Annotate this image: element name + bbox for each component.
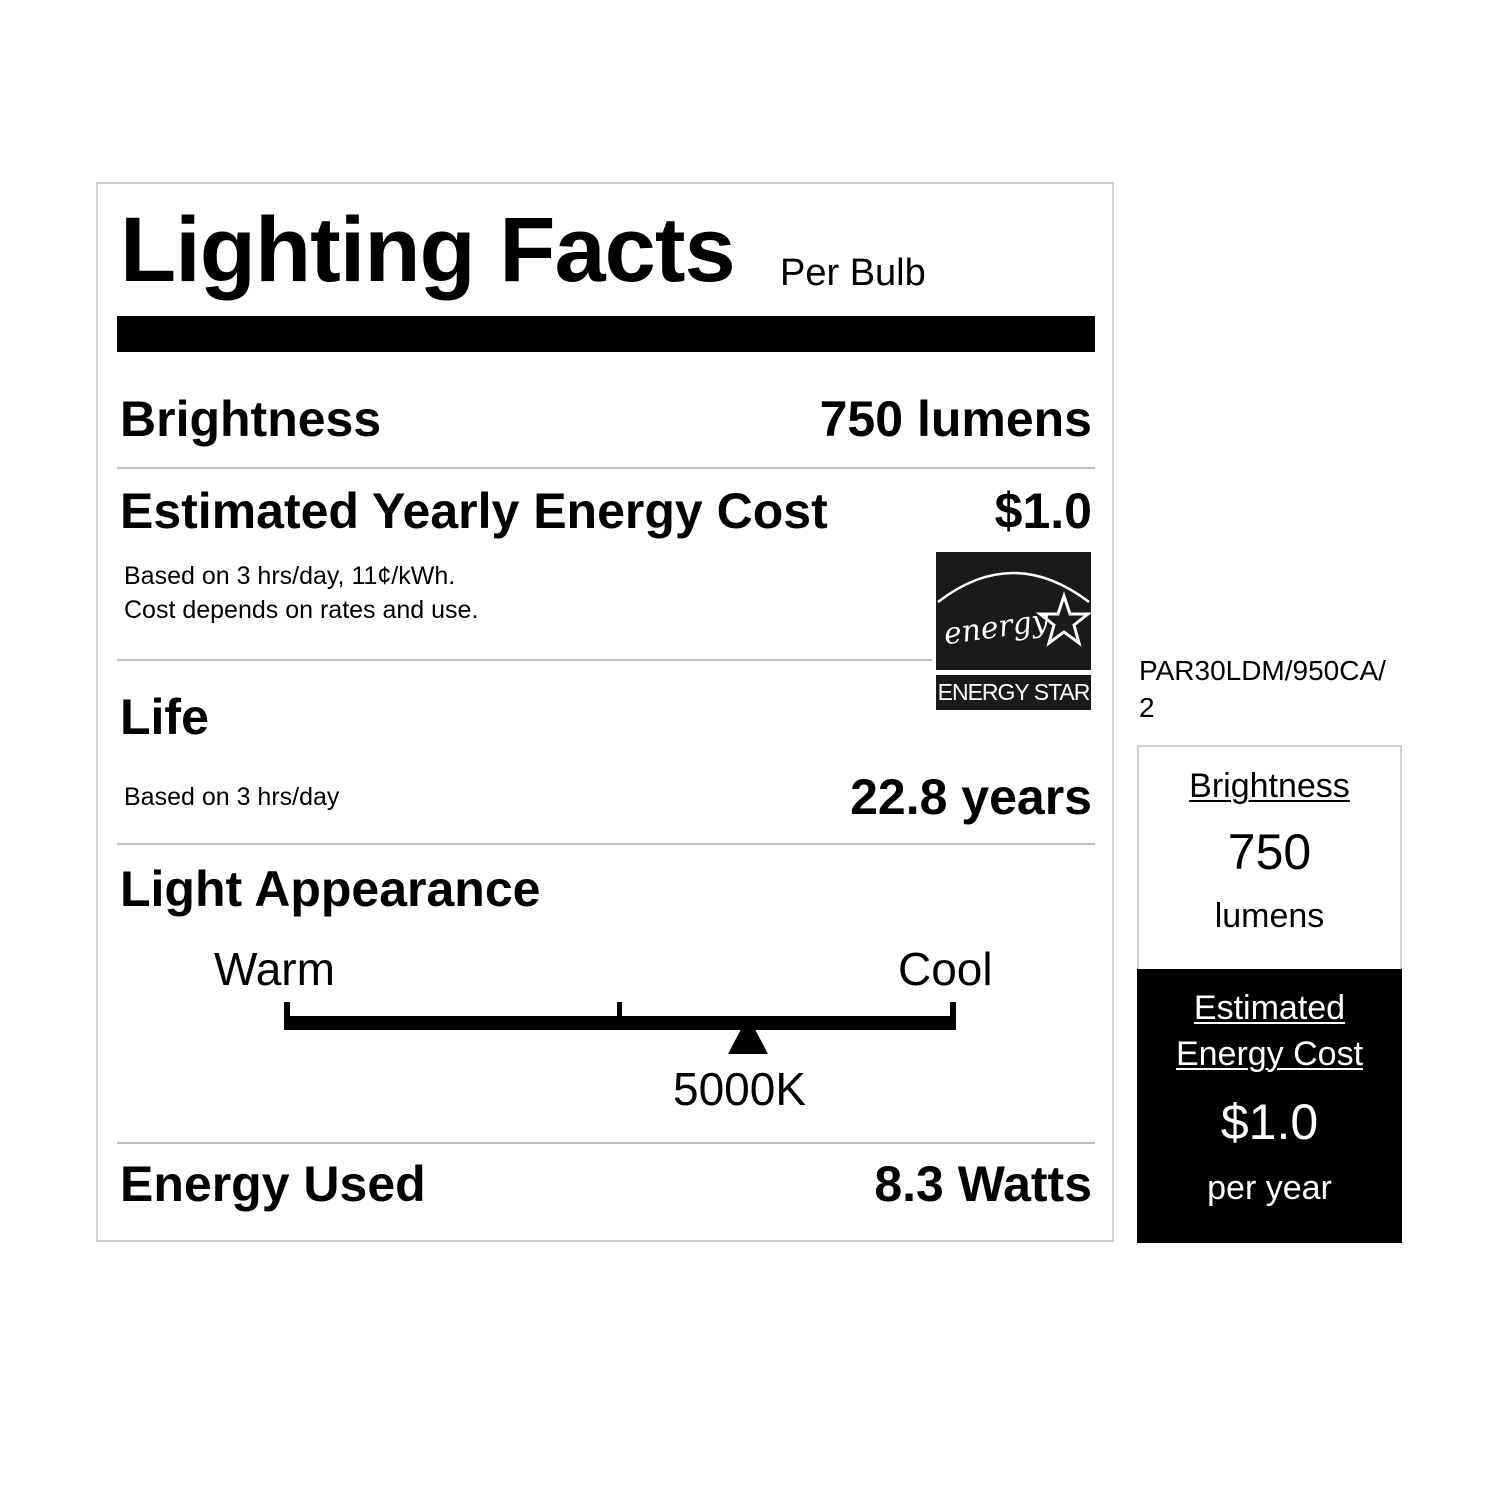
cost-label: Estimated Yearly Energy Cost [120, 483, 828, 539]
lighting-facts-label [96, 182, 1114, 1242]
side-cost-label-1: Estimated [1193, 989, 1346, 1027]
divider [117, 659, 932, 661]
side-brightness-value: 750 [1227, 824, 1312, 880]
cost-note-2: Cost depends on rates and use. [124, 596, 479, 624]
temperature-value: 5000K [673, 1063, 807, 1115]
temperature-marker [727, 1016, 768, 1054]
energy-used-label: Energy Used [120, 1156, 426, 1212]
divider [117, 843, 1095, 845]
cost-note-1: Based on 3 hrs/day, 11¢/kWh. [124, 562, 456, 590]
label-title: Lighting Facts [120, 199, 736, 301]
brightness-label: Brightness [120, 391, 382, 447]
scale-bar [284, 1016, 956, 1030]
warm-label: Warm [214, 943, 335, 995]
model-number-line-2: 2 [1139, 692, 1155, 723]
scale-tick [950, 1002, 956, 1022]
life-note: Based on 3 hrs/day [124, 783, 340, 811]
energy-star-icon: energy [936, 552, 1091, 670]
divider [117, 467, 1095, 469]
scale-tick [617, 1002, 622, 1022]
side-cost-unit: per year [1207, 1169, 1332, 1207]
side-cost-label-2: Energy Cost [1175, 1035, 1364, 1073]
side-cost-panel: Estimated Energy Cost $1.0 per year [1137, 969, 1402, 1243]
scale-tick [284, 1002, 290, 1022]
per-bulb: Per Bulb [780, 252, 926, 294]
model-number-line-1: PAR30LDM/950CA/ [1139, 655, 1386, 686]
side-cost-value: $1.0 [1220, 1094, 1319, 1150]
brightness-value: 750 lumens [819, 391, 1092, 447]
front-panel-label: Brightness 750 lumens Estimated Energy C… [1137, 745, 1402, 1243]
heavy-rule [117, 316, 1095, 352]
life-label: Life [120, 689, 209, 745]
life-value: 22.8 years [850, 769, 1092, 825]
energy-used-value: 8.3 Watts [874, 1156, 1092, 1212]
energy-star-text: ENERGY STAR [936, 675, 1091, 710]
energy-star-logo: energy ENERGY STAR [936, 552, 1091, 710]
color-temperature-scale [284, 1000, 956, 1054]
cool-label: Cool [898, 943, 993, 995]
appearance-label: Light Appearance [120, 861, 541, 917]
side-brightness-unit: lumens [1214, 897, 1325, 935]
cost-value: $1.0 [994, 483, 1092, 539]
side-brightness-label: Brightness [1189, 767, 1350, 805]
divider [117, 1142, 1095, 1144]
